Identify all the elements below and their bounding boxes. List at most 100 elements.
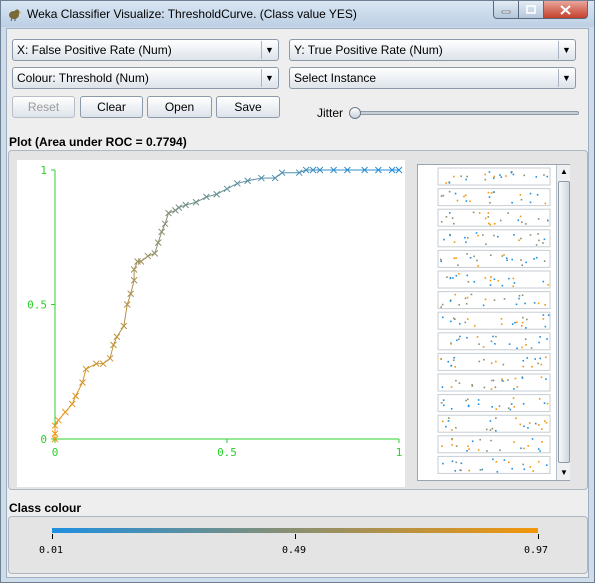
roc-point[interactable] [130,266,138,273]
scroll-down-icon[interactable]: ▼ [560,468,568,477]
roc-point[interactable] [154,239,162,246]
colour-label-low: 0.01 [39,545,64,556]
minimize-button[interactable] [493,1,519,19]
roc-point[interactable] [213,190,221,198]
roc-point[interactable] [388,166,396,174]
roc-point[interactable] [158,228,165,236]
roc-point[interactable] [278,169,286,177]
roc-point[interactable] [123,301,131,308]
attribute-thumbnail[interactable] [437,435,551,454]
roc-point[interactable] [309,166,317,174]
reset-button[interactable]: Reset [12,96,75,118]
roc-point[interactable] [144,252,152,260]
plot-canvas[interactable]: 0 0.5 1 1 0.5 0 [17,160,405,487]
attribute-thumbnail[interactable] [437,167,551,186]
roc-point[interactable] [51,430,59,437]
attribute-thumbnail[interactable] [437,414,551,433]
x-axis-value: X: False Positive Rate (Num) [17,43,172,57]
roc-point[interactable] [61,408,69,416]
roc-point[interactable] [106,354,114,362]
roc-point[interactable] [68,400,76,408]
roc-point[interactable] [79,379,86,386]
attribute-thumbnail[interactable] [437,229,551,248]
roc-line-segment [185,201,197,206]
roc-point[interactable] [172,206,179,214]
attribute-thumbnail[interactable] [437,373,551,392]
roc-point[interactable] [203,193,210,201]
jitter-slider-track[interactable] [349,111,579,115]
roc-line-segment [113,336,118,346]
roc-point[interactable] [51,422,59,429]
content-area: X: False Positive Rate (Num) ▼ Y: True P… [6,28,589,578]
colour-tick [52,534,53,539]
roc-point[interactable] [120,322,128,330]
roc-point[interactable] [244,177,251,185]
roc-point[interactable] [82,365,90,373]
clear-button[interactable]: Clear [80,96,143,118]
roc-point[interactable] [295,169,303,177]
roc-point[interactable] [130,276,138,284]
select-instance-combo[interactable]: Select Instance ▼ [289,67,576,89]
roc-point[interactable] [92,360,100,368]
roc-line-segment [164,212,169,224]
attribute-thumbnail[interactable] [437,291,551,310]
y-axis-value: Y: True Positive Rate (Num) [294,43,443,57]
roc-point[interactable] [161,220,169,228]
minimize-icon [501,10,511,13]
roc-point[interactable] [55,416,62,424]
class-colour-title: Class colour [9,501,82,515]
roc-point[interactable] [271,174,279,182]
attribute-thumbnail[interactable] [437,332,551,351]
roc-point[interactable] [375,166,382,174]
roc-point[interactable] [182,201,190,209]
roc-point[interactable] [99,360,107,368]
roc-point[interactable] [113,333,121,341]
maximize-button[interactable] [519,1,544,19]
attribute-thumbnail[interactable] [437,249,551,268]
scroll-thumb[interactable] [558,181,570,463]
jitter-label: Jitter [317,106,344,120]
attribute-thumbnail[interactable] [437,311,551,330]
attribute-thumbnail[interactable] [437,270,551,289]
x-axis-combo[interactable]: X: False Positive Rate (Num) ▼ [12,39,279,61]
roc-point[interactable] [395,166,403,174]
roc-point[interactable] [110,341,117,349]
attribute-thumbnail[interactable] [437,455,551,474]
attribute-thumbnails[interactable] [418,165,556,480]
roc-point[interactable] [137,258,145,265]
roc-point[interactable] [175,204,183,212]
roc-point[interactable] [258,174,265,182]
y-axis-combo[interactable]: Y: True Positive Rate (Num) ▼ [289,39,576,61]
attribute-thumbnail[interactable] [437,394,551,413]
roc-point[interactable] [192,198,200,206]
open-button[interactable]: Open [147,96,212,118]
roc-point[interactable] [233,180,241,187]
roc-point[interactable] [165,209,172,217]
attribute-thumbnail[interactable] [437,208,551,227]
colour-combo[interactable]: Colour: Threshold (Num) ▼ [12,67,279,89]
roc-point[interactable] [151,250,159,257]
roc-line-segment [195,196,207,203]
roc-line-segment [123,304,128,327]
roc-point[interactable] [223,185,231,193]
roc-line-segment [157,231,163,243]
roc-point[interactable] [302,166,310,174]
roc-point[interactable] [344,166,351,174]
roc-point[interactable] [72,392,79,400]
roc-point[interactable] [127,290,135,298]
close-button[interactable] [544,1,588,19]
attribute-thumbnail[interactable] [437,188,551,207]
roc-point[interactable] [361,166,368,174]
roc-point[interactable] [51,435,59,443]
attribute-thumbnail[interactable] [437,352,551,371]
roc-point[interactable] [316,166,324,174]
roc-point[interactable] [330,166,337,174]
roc-chart: 0 0.5 1 1 0.5 0 [27,164,403,459]
save-button[interactable]: Save [216,96,280,118]
class-colour-gradient [52,528,538,533]
weka-bird-icon [9,9,22,22]
jitter-slider-knob[interactable] [349,107,361,119]
scroll-up-icon[interactable]: ▲ [560,167,568,176]
attribute-scrollbar[interactable]: ▲ ▼ [556,165,570,480]
select-instance-value: Select Instance [294,71,377,85]
